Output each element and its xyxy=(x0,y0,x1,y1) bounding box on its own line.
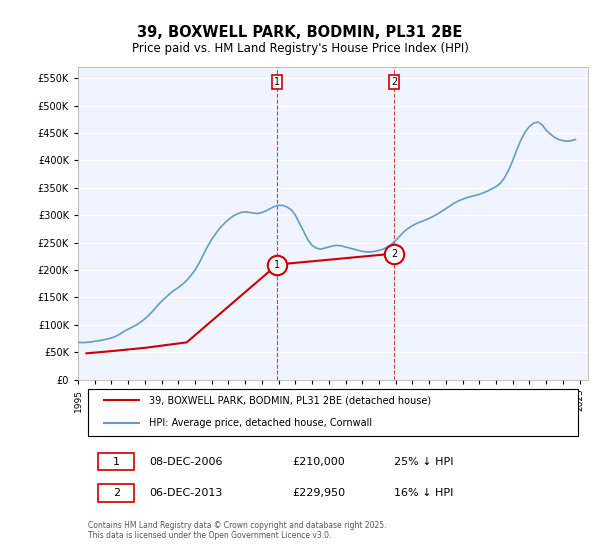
Text: HPI: Average price, detached house, Cornwall: HPI: Average price, detached house, Corn… xyxy=(149,418,373,428)
Text: 39, BOXWELL PARK, BODMIN, PL31 2BE (detached house): 39, BOXWELL PARK, BODMIN, PL31 2BE (deta… xyxy=(149,395,431,405)
Text: 16% ↓ HPI: 16% ↓ HPI xyxy=(394,488,454,498)
FancyBboxPatch shape xyxy=(98,484,134,502)
Text: 2: 2 xyxy=(113,488,120,498)
Text: 2: 2 xyxy=(391,249,397,259)
Text: 25% ↓ HPI: 25% ↓ HPI xyxy=(394,456,454,466)
Text: 08-DEC-2006: 08-DEC-2006 xyxy=(149,456,223,466)
Text: 06-DEC-2013: 06-DEC-2013 xyxy=(149,488,223,498)
Text: 2: 2 xyxy=(391,77,397,87)
Text: 1: 1 xyxy=(274,259,280,269)
Text: £210,000: £210,000 xyxy=(292,456,345,466)
Text: 1: 1 xyxy=(113,456,120,466)
Text: 39, BOXWELL PARK, BODMIN, PL31 2BE: 39, BOXWELL PARK, BODMIN, PL31 2BE xyxy=(137,25,463,40)
Text: Contains HM Land Registry data © Crown copyright and database right 2025.
This d: Contains HM Land Registry data © Crown c… xyxy=(88,521,387,540)
Text: £229,950: £229,950 xyxy=(292,488,346,498)
Text: 1: 1 xyxy=(274,77,280,87)
Text: Price paid vs. HM Land Registry's House Price Index (HPI): Price paid vs. HM Land Registry's House … xyxy=(131,42,469,55)
FancyBboxPatch shape xyxy=(88,389,578,436)
FancyBboxPatch shape xyxy=(98,453,134,470)
